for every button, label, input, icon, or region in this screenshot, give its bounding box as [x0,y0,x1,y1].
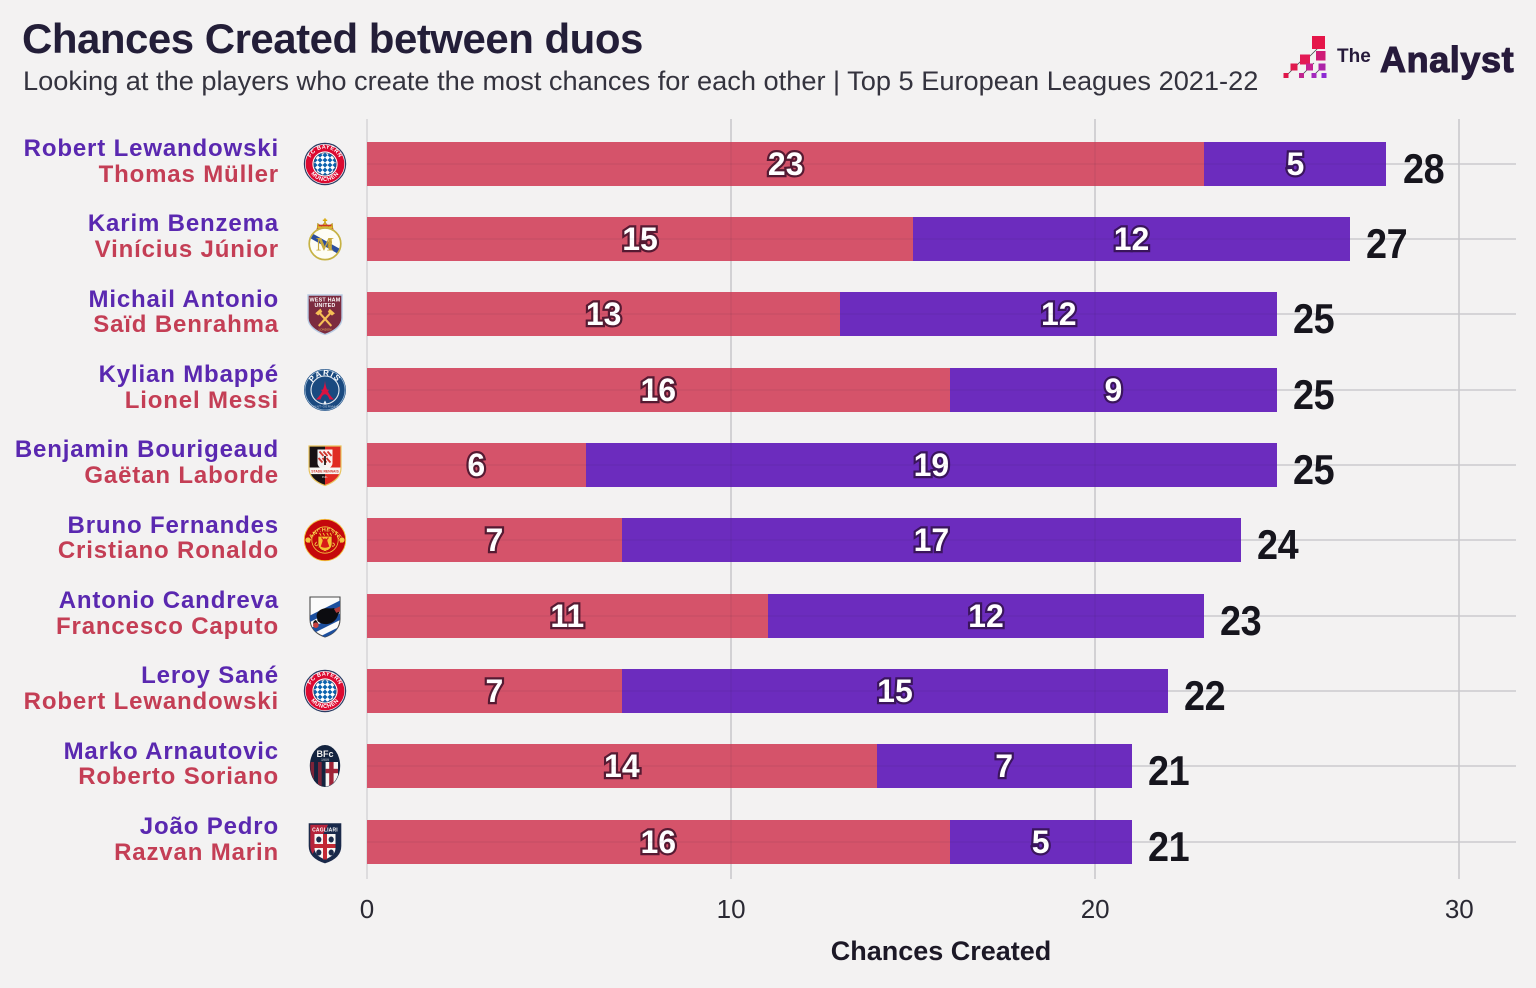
svg-text:F: F [327,240,333,250]
svg-text:CAGLIARI: CAGLIARI [312,827,338,833]
svg-text:F.C.: F.C. [322,475,328,479]
svg-text:LONDON: LONDON [319,328,332,332]
svg-text:1909: 1909 [321,758,329,762]
svg-text:UNITED: UNITED [314,303,335,309]
svg-text:M: M [316,234,334,255]
svg-text:WEST HAM: WEST HAM [310,298,341,304]
svg-text:SAINT-GERMAIN: SAINT-GERMAIN [311,404,340,408]
svg-text:BFc: BFc [316,749,333,759]
svg-text:STADE RENNAIS: STADE RENNAIS [311,469,339,473]
svg-text:PARIS: PARIS [307,368,343,384]
